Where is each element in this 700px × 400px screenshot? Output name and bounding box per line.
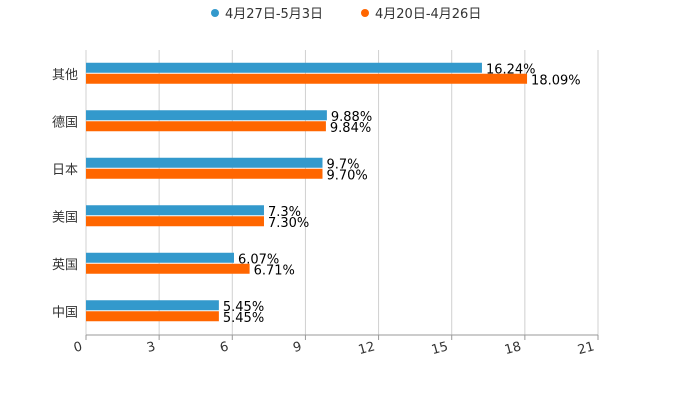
- bar-orange: [86, 73, 528, 84]
- bar-orange: [86, 121, 326, 132]
- x-tick-label: 0: [72, 339, 84, 356]
- data-label: 7.30%: [268, 216, 309, 231]
- x-tick-label: 15: [430, 339, 450, 358]
- bar-blue: [86, 252, 234, 263]
- bar-orange: [86, 263, 250, 274]
- bar-orange: [86, 216, 264, 227]
- bar-orange: [86, 311, 219, 322]
- category-label: 美国: [52, 210, 78, 225]
- category-label: 德国: [52, 115, 78, 130]
- bar-orange: [86, 168, 323, 179]
- bar-blue: [86, 205, 264, 216]
- data-label: 9.84%: [330, 121, 371, 136]
- legend-marker: [211, 9, 219, 17]
- x-tick-label: 9: [292, 339, 304, 356]
- data-label: 18.09%: [531, 73, 581, 88]
- legend-label: 4月27日-5月3日: [225, 7, 323, 22]
- category-label: 其他: [52, 68, 78, 83]
- x-tick-label: 21: [576, 339, 596, 358]
- data-label: 9.88%: [331, 110, 372, 125]
- bar-blue: [86, 110, 327, 121]
- legend-label: 4月20日-4月26日: [375, 7, 481, 22]
- data-label: 6.07%: [238, 252, 279, 267]
- data-label: 9.70%: [326, 168, 367, 183]
- x-tick-label: 6: [218, 339, 230, 356]
- x-tick-label: 3: [145, 339, 157, 356]
- data-label: 16.24%: [486, 62, 536, 77]
- category-label: 英国: [52, 258, 78, 273]
- data-label: 5.45%: [223, 300, 264, 315]
- x-tick-label: 12: [357, 339, 377, 358]
- bar-blue: [86, 62, 482, 73]
- data-label: 6.71%: [254, 263, 295, 278]
- x-tick-label: 18: [503, 339, 523, 358]
- data-label: 9.7%: [326, 157, 359, 172]
- data-label: 7.3%: [268, 205, 301, 220]
- category-label: 中国: [52, 305, 78, 320]
- data-label: 5.45%: [223, 311, 264, 326]
- category-label: 日本: [52, 163, 78, 178]
- legend-marker: [361, 9, 369, 17]
- bar-blue: [86, 300, 219, 311]
- bar-blue: [86, 157, 323, 168]
